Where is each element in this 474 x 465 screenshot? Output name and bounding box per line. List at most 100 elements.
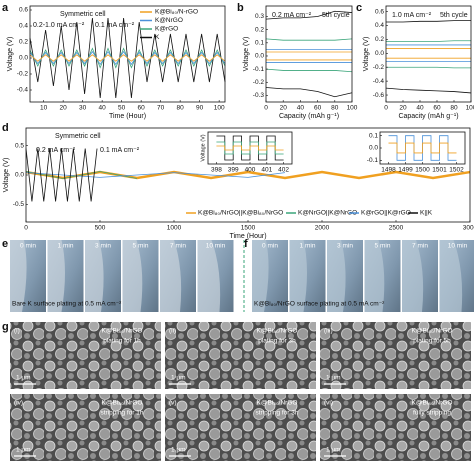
y-tick-label: 0.6 [375, 8, 384, 15]
legend-label: K@rGO [155, 26, 178, 33]
x-tick-label: 100 [466, 105, 474, 112]
tile-condition: plating for 3h [258, 338, 296, 345]
y-tick-label: 0.4 [19, 23, 28, 30]
plot [216, 135, 284, 161]
tile-material: K@Bi₈₀/NrGO [102, 328, 143, 335]
annotation: 0.2 mA cm⁻² [272, 12, 312, 19]
time-label: 10 min [206, 243, 226, 250]
x-axis-label: Time (Hour) [109, 113, 146, 120]
x-tick-label: 60 [433, 105, 441, 112]
electrode-edge [122, 240, 143, 312]
series-line [25, 170, 471, 180]
plot-area [266, 6, 352, 102]
annotation: 0.1 mA cm⁻² [100, 147, 140, 154]
x-tick-label: 60 [138, 105, 146, 112]
legend-label: K [155, 34, 160, 41]
tile-index: (iii) [324, 328, 333, 335]
y-axis-label: Voltage (V) [200, 134, 206, 161]
scale-label: 1 μm [171, 375, 186, 382]
x-tick-label: 80 [331, 105, 339, 112]
electrode-edge [47, 240, 65, 312]
x-tick-label: 2000 [315, 225, 330, 232]
series-line [265, 68, 353, 73]
series-line [265, 38, 353, 41]
tile-index: (iv) [14, 400, 23, 407]
plot-frame [385, 5, 472, 103]
y-tick-label: -0.2 [253, 79, 265, 86]
x-tick-label: 1000 [167, 225, 182, 232]
scale-label: 1 μm [326, 447, 341, 454]
sem-image [165, 322, 316, 389]
y-tick-label: 0.2 [19, 39, 28, 46]
series-line [386, 20, 471, 23]
series-line [265, 87, 353, 98]
y-tick-label: 0.6 [19, 7, 28, 14]
x-tick-label: 500 [95, 225, 106, 232]
tile-index: (i) [14, 328, 20, 335]
tile-condition: stripping for 1h [101, 410, 144, 417]
sem-image [165, 394, 316, 461]
panel-label: b [237, 2, 244, 14]
y-axis-label: Voltage (V) [3, 158, 10, 193]
plot [385, 20, 472, 94]
time-label: 5 min [133, 243, 149, 250]
panel-label: a [2, 2, 9, 14]
electrode-edge [252, 240, 269, 312]
y-tick-label: -0.1 [253, 66, 265, 73]
tile-index: (ii) [169, 328, 176, 335]
x-tick-label: 20 [399, 105, 407, 112]
electrode-edge [439, 240, 463, 312]
x-axis-label: Time (Hour) [229, 233, 266, 240]
tile-material: K@Bi₈₀/NrGO [102, 400, 143, 407]
annotation: 5th cycle [440, 12, 468, 19]
y-tick-label: -0.2 [17, 71, 29, 78]
series-line [25, 148, 98, 202]
image-caption: Bare K surface plating at 0.5 mA cm⁻² [12, 301, 122, 308]
electrode-edge [197, 240, 221, 312]
legend-label: K@Bi₈₀/NrGO||K@Bi₈₀/NrGO [198, 210, 283, 217]
time-label: 7 min [412, 243, 428, 250]
tile-material: K@Bi₈₀/NrGO [257, 328, 298, 335]
annotation: 5th cycle [322, 12, 350, 19]
x-tick-label: 20 [280, 105, 288, 112]
x-tick-label: 40 [297, 105, 305, 112]
y-tick-label: 0.0 [369, 145, 378, 152]
y-axis-label: Voltage (V) [7, 37, 14, 72]
time-label: 1 min [300, 243, 316, 250]
x-tick-label: 100 [214, 105, 225, 112]
series-line [388, 142, 457, 154]
x-tick-label: 0 [24, 225, 28, 232]
y-axis-label: Voltage (V) [363, 37, 370, 72]
x-tick-label: 50 [118, 105, 126, 112]
x-tick-label: 1500 [241, 225, 256, 232]
electrode-edge [85, 240, 104, 312]
x-tick-label: 70 [157, 105, 165, 112]
annotation: 0.2-1.0 mA cm⁻² [33, 22, 85, 29]
time-label: 0 min [20, 243, 36, 250]
annotation: Symmetric cell [55, 133, 101, 140]
x-tick-label: 60 [314, 105, 322, 112]
plot-frame [29, 5, 226, 103]
panel-label: d [2, 122, 9, 134]
y-tick-label: 0.0 [15, 172, 24, 179]
panel-label: c [356, 2, 362, 14]
plot [29, 17, 226, 99]
plot [388, 135, 457, 161]
x-tick-label: 1498 [381, 167, 396, 174]
time-label: 5 min [375, 243, 391, 250]
x-tick-label: 1500 [415, 167, 430, 174]
tile-index: (vi) [324, 400, 333, 407]
y-tick-label: -0.6 [373, 92, 385, 99]
legend-label: K||K [420, 210, 433, 217]
plot-frame [265, 5, 353, 103]
y-tick-label: 0.2 [375, 36, 384, 43]
plot-frame [379, 131, 466, 165]
x-tick-label: 90 [196, 105, 204, 112]
x-tick-label: 100 [347, 105, 358, 112]
y-tick-label: 0.1 [255, 40, 264, 47]
y-tick-label: -0.2 [373, 64, 385, 71]
tile-index: (v) [169, 400, 177, 407]
annotation: 1.0 mA cm⁻² [392, 12, 432, 19]
x-tick-label: 1499 [398, 167, 413, 174]
